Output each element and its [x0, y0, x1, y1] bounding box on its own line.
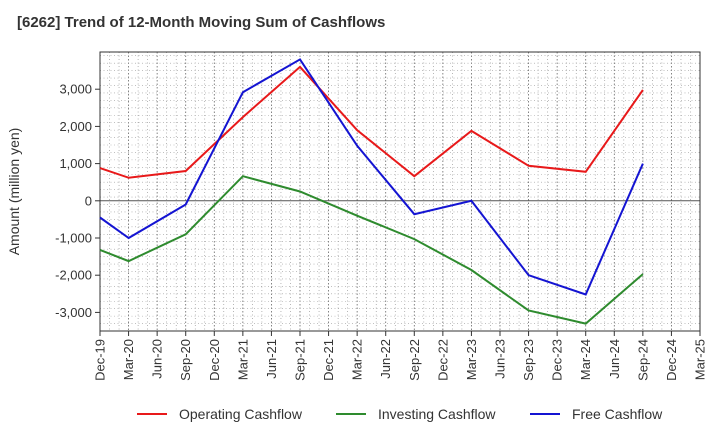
x-tick-label: Mar-23 [464, 339, 479, 380]
y-tick-label: -3,000 [55, 305, 92, 320]
legend-label-investing-cashflow: Investing Cashflow [378, 406, 496, 422]
x-tick-label: Sep-23 [521, 339, 536, 381]
x-tick-label: Mar-22 [350, 339, 365, 380]
plot-border [99, 51, 701, 332]
x-tick-label: Jun-22 [378, 339, 393, 379]
series-line-investing-cashflow [99, 175, 644, 325]
legend-label-free-cashflow: Free Cashflow [572, 406, 663, 422]
x-tick-label: Jun-21 [264, 339, 279, 379]
y-tick-label: -1,000 [55, 231, 92, 246]
y-tick-label: 1,000 [59, 156, 92, 171]
x-tick-label: Dec-23 [550, 339, 565, 381]
x-tick-label: Dec-21 [321, 339, 336, 381]
x-tick-label: Dec-20 [207, 339, 222, 381]
y-tick-label: -2,000 [55, 268, 92, 283]
series-line-free-cashflow [99, 58, 644, 296]
x-tick-label: Sep-21 [293, 339, 308, 381]
y-tick-label: 3,000 [59, 82, 92, 97]
x-tick-label: Mar-20 [121, 339, 136, 380]
x-tick-label: Mar-25 [693, 339, 708, 380]
y-axis-title: Amount (million yen) [6, 128, 22, 256]
x-tick-label: Dec-24 [664, 339, 679, 381]
x-tick-label: Mar-24 [578, 339, 593, 380]
x-tick-label: Jun-23 [493, 339, 508, 379]
x-tick-label: Dec-22 [435, 339, 450, 381]
x-tick-label: Sep-20 [178, 339, 193, 381]
x-tick-label: Jun-24 [607, 339, 622, 379]
y-tick-label: 0 [85, 193, 92, 208]
chart-title: [6262] Trend of 12-Month Moving Sum of C… [17, 14, 386, 31]
legend-label-operating-cashflow: Operating Cashflow [179, 406, 303, 422]
y-tick-label: 2,000 [59, 119, 92, 134]
x-tick-label: Sep-22 [407, 339, 422, 381]
x-tick-label: Jun-20 [150, 339, 165, 379]
plot-area [100, 52, 700, 331]
x-tick-label: Dec-19 [93, 339, 108, 381]
series-line-operating-cashflow [99, 65, 644, 179]
x-tick-label: Mar-21 [235, 339, 250, 380]
x-tick-label: Sep-24 [635, 339, 650, 381]
